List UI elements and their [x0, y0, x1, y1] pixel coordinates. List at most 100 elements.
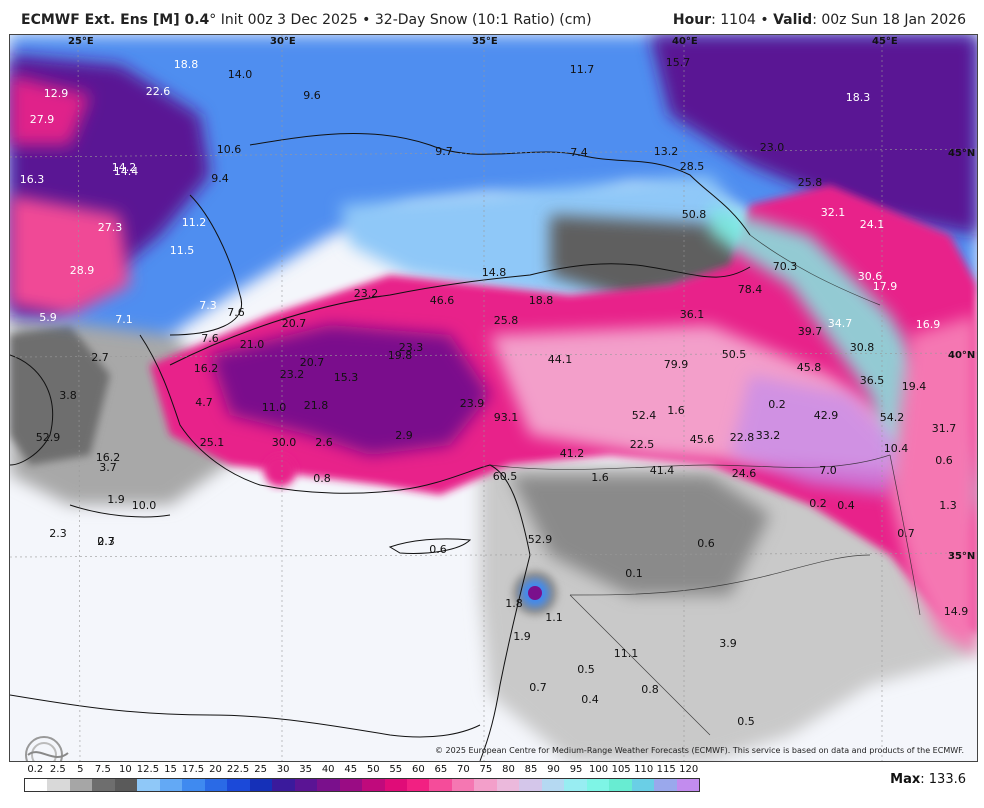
- snow-value-label: 19.8: [388, 349, 413, 362]
- legend-color-swatch: [294, 779, 318, 791]
- snow-value-label: 24.1: [860, 218, 885, 231]
- snow-value-label: 25.8: [494, 314, 519, 327]
- snow-value-label: 0.4: [837, 499, 855, 512]
- legend-tick: 25: [254, 764, 267, 775]
- snow-value-label: 21.8: [304, 399, 329, 412]
- legend-color-swatch: [182, 779, 205, 791]
- snow-value-label: 23.3: [399, 341, 424, 354]
- snow-value-label: 52.9: [528, 533, 553, 546]
- legend-color-swatch: [654, 779, 677, 791]
- lat-lon-grid: [10, 35, 977, 761]
- snow-value-label: 0.6: [697, 537, 715, 550]
- legend-color-swatch: [451, 779, 475, 791]
- snow-value-label: 13.2: [654, 145, 679, 158]
- valid-time: Hour: 1104 • Valid: 00z Sun 18 Jan 2026: [673, 12, 966, 28]
- snow-value-label: 7.6: [227, 306, 245, 319]
- weatherbell-logo-icon: [25, 736, 69, 761]
- snow-value-label: 30.6: [858, 270, 883, 283]
- snow-value-label: 2.7: [91, 351, 109, 364]
- legend-tick: 15: [164, 764, 177, 775]
- legend-color-swatch: [384, 779, 407, 791]
- snow-value-label: 0.5: [737, 715, 755, 728]
- snow-value-label: 2.3: [49, 527, 67, 540]
- legend-color-swatch: [204, 779, 228, 791]
- snow-value-label: 14.2: [112, 161, 137, 174]
- snow-value-label: 3.9: [719, 637, 737, 650]
- snow-value-label: 18.8: [174, 58, 199, 71]
- snow-value-label: 23.9: [460, 397, 485, 410]
- legend-tick: 75: [479, 764, 493, 775]
- lat-label: 35°N: [948, 551, 975, 562]
- legend-tick: 45: [344, 764, 358, 775]
- black-sea-south-coast: [169, 263, 751, 366]
- legend-tick: 70: [457, 764, 470, 775]
- legend-tick: 120: [679, 764, 699, 775]
- snow-value-label: 0.8: [313, 472, 331, 485]
- snow-value-label: 10.6: [217, 143, 242, 156]
- eastern-lavender-patch: [730, 375, 910, 495]
- legend-color-swatch: [339, 779, 363, 791]
- snow-value-label: 39.7: [798, 325, 823, 338]
- snow-value-label: 18.8: [529, 294, 554, 307]
- legend-tick: 115: [656, 764, 676, 775]
- snow-value-label: 1.3: [939, 499, 957, 512]
- legend-color-swatch: [362, 779, 385, 791]
- legend-color-swatch: [272, 779, 295, 791]
- legend-tick: 10: [119, 764, 132, 775]
- dark-gray-snow-region: [510, 475, 770, 595]
- snow-map: 25°E 30°E 35°E 40°E 45°E 45°N 40°N 35°N …: [9, 34, 978, 762]
- model-name: ECMWF Ext. Ens [M] 0.4: [21, 12, 210, 28]
- snow-value-label: 0.1: [10, 35, 19, 38]
- color-legend: 0.2 2.5 5 7.5 10 12.5 15 17.5 20 22.5 25 30 35 40 45 50…: [24, 764, 700, 794]
- legend-color-swatch: [137, 779, 160, 791]
- north-africa-coast: [10, 694, 481, 738]
- pink-northwest-region: [10, 195, 130, 315]
- snow-value-label: 15.3: [334, 371, 359, 384]
- snow-value-label: 0.4: [581, 693, 599, 706]
- snow-value-label: 1.6: [667, 404, 685, 417]
- snow-value-label: 22.6: [146, 85, 171, 98]
- legend-tick: 80: [502, 764, 515, 775]
- cyprus-coast: [388, 538, 472, 554]
- legend-color-swatch: [429, 779, 452, 791]
- legend-color-swatch: [406, 779, 430, 791]
- snow-value-label: 30.0: [272, 436, 297, 449]
- snow-value-label: 14.0: [228, 68, 253, 81]
- legend-tick: 55: [389, 764, 403, 775]
- weatherbell-logo: [24, 735, 84, 761]
- snow-value-label: 14.8: [482, 266, 507, 279]
- grid-lat-40: [10, 352, 977, 358]
- legend-tick: 2.5: [49, 764, 66, 775]
- snow-value-label: 36.1: [680, 308, 705, 321]
- central-anatolia-purple: [210, 325, 490, 455]
- snow-value-label: 10.4: [884, 442, 909, 455]
- max-number: : 133.6: [920, 772, 966, 787]
- hour-label: Hour: [672, 12, 712, 28]
- legend-tick-labels: 0.2 2.5 5 7.5 10 12.5 15 17.5 20 22.5 25 30 35 40 45 50…: [24, 764, 700, 777]
- snow-value-label: 1.9: [513, 630, 531, 643]
- lon-label: 30°E: [270, 36, 296, 47]
- snow-value-label: 0.5: [577, 663, 595, 676]
- legend-color-bar: [24, 778, 700, 792]
- snow-value-label: 18.3: [846, 91, 871, 104]
- taurus-pink-spot: [264, 455, 296, 487]
- snow-value-label: 0.6: [935, 454, 953, 467]
- snow-value-label: 16.2: [96, 451, 121, 464]
- snow-value-label: 41.4: [650, 464, 675, 477]
- lon-label: 25°E: [68, 36, 94, 47]
- snow-value-label: 0.6: [429, 543, 447, 556]
- legend-tick: 22.5: [226, 764, 250, 775]
- snow-value-label: 50.8: [682, 208, 707, 221]
- purple-northeast-region: [650, 35, 977, 235]
- snow-value-label: 1.9: [107, 493, 125, 506]
- legend-tick: 20: [209, 764, 222, 775]
- copyright-notice: © 2025 European Centre for Medium-Range …: [435, 746, 964, 755]
- snow-value-label: 9.7: [435, 145, 453, 158]
- snow-value-label: 32.1: [821, 206, 846, 219]
- legend-color-swatch: [114, 779, 138, 791]
- snow-value-label: 52.9: [36, 431, 61, 444]
- snow-value-label: 36.5: [860, 374, 885, 387]
- snow-value-label: 16.9: [916, 318, 941, 331]
- lat-lon-labels: 25°E 30°E 35°E 40°E 45°E 45°N 40°N 35°N: [68, 36, 975, 562]
- magenta-northwest-region: [10, 75, 90, 145]
